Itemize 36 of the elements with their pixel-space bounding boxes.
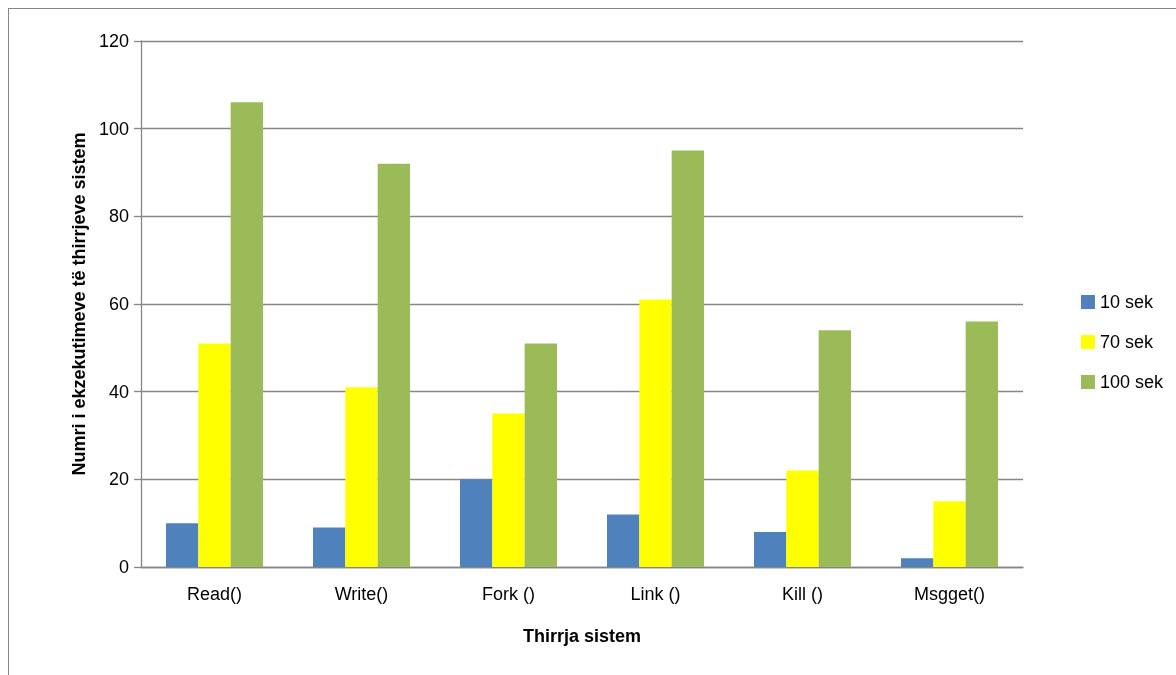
x-tick-label: Fork () <box>482 584 535 604</box>
bar <box>786 470 819 567</box>
bar <box>492 413 525 567</box>
y-tick-label: 20 <box>108 469 129 490</box>
bar <box>671 150 705 567</box>
x-tick-label: Link () <box>630 584 681 604</box>
bar <box>230 102 264 567</box>
bar <box>524 343 558 567</box>
x-tick-label: Msgget() <box>913 584 986 604</box>
bar <box>345 387 378 567</box>
x-tick-label: Kill () <box>782 584 823 604</box>
bar <box>606 514 640 567</box>
bar <box>818 330 852 567</box>
legend-label: 10 sek <box>1099 292 1154 312</box>
bar <box>965 321 999 567</box>
x-axis-title: Thirrja sistem <box>522 626 642 646</box>
bar <box>165 523 199 567</box>
bar <box>900 558 934 567</box>
bar <box>933 501 966 567</box>
y-axis-title: Numri i ekzekutimeve të thirrjeve sistem <box>69 132 90 476</box>
legend-label: 70 sek <box>1099 332 1154 352</box>
bar <box>459 479 493 567</box>
y-tick-label: 100 <box>98 118 129 139</box>
y-tick-label: 60 <box>108 294 129 314</box>
bar <box>639 299 672 567</box>
x-tick-label: Read() <box>186 584 243 604</box>
bar <box>377 163 411 567</box>
y-tick-label: 40 <box>108 381 129 402</box>
legend-label: 100 sek <box>1099 372 1164 392</box>
y-tick-label: 80 <box>108 206 129 227</box>
bar <box>198 343 231 567</box>
y-tick-label: 0 <box>118 557 129 577</box>
bar <box>753 531 787 567</box>
y-tick-label: 120 <box>98 31 129 51</box>
x-tick-label: Write() <box>334 584 389 604</box>
bar <box>312 527 346 567</box>
